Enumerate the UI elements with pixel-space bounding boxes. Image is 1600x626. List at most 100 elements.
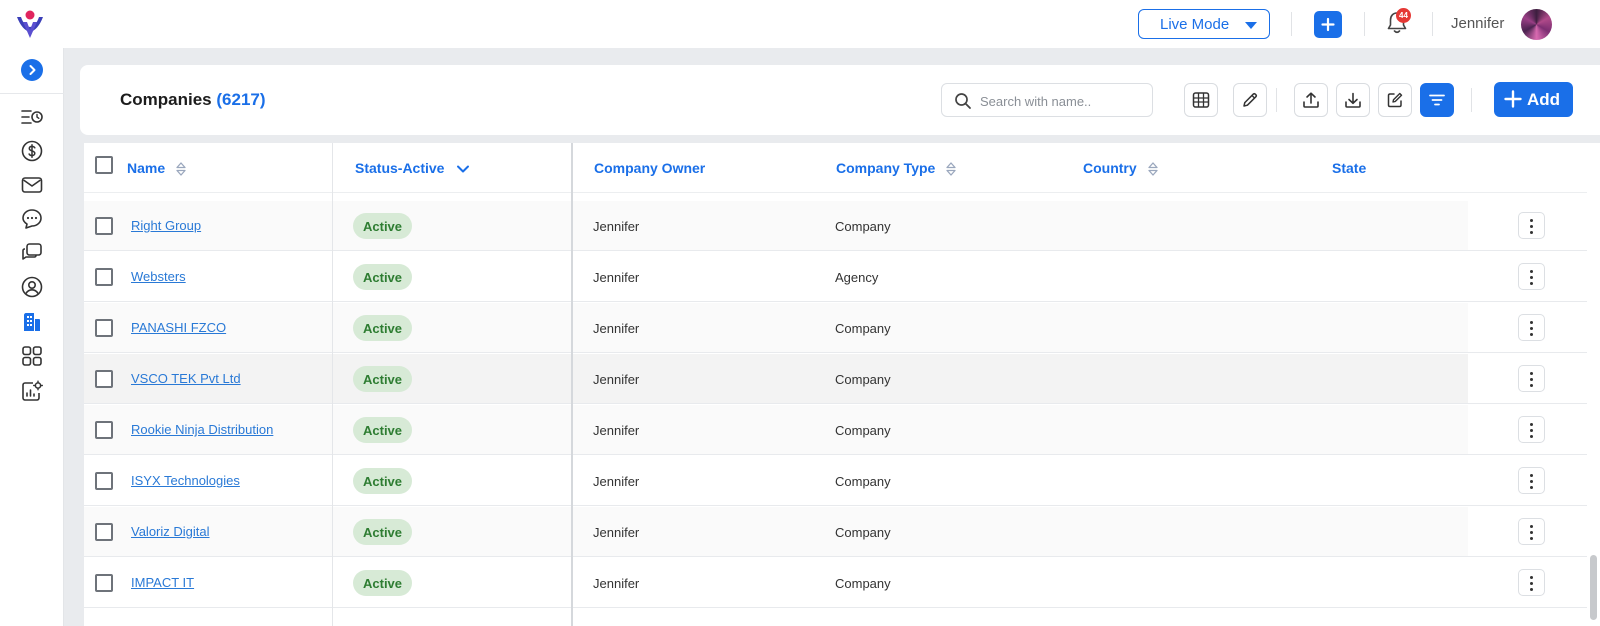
scrollbar-thumb[interactable]: [1590, 555, 1597, 620]
row-actions-button[interactable]: [1518, 263, 1545, 290]
row-actions-button[interactable]: [1518, 365, 1545, 392]
bulk-edit-button[interactable]: [1378, 83, 1412, 117]
sort-icon: [176, 162, 186, 176]
table-row[interactable]: Rookie Ninja Distribution Active Jennifer C…: [84, 405, 1587, 455]
table-row[interactable]: Websters Active Jennifer Agency: [84, 252, 1587, 302]
quick-create-button[interactable]: [1314, 11, 1342, 38]
row-checkbox[interactable]: [95, 217, 113, 235]
add-button-label: Add: [1527, 89, 1561, 109]
company-name-link[interactable]: PANASHI FZCO: [131, 320, 227, 335]
column-header-country[interactable]: Country: [1083, 160, 1159, 177]
page-title-text: Companies: [120, 90, 212, 109]
row-checkbox[interactable]: [95, 370, 113, 388]
add-company-button[interactable]: Add: [1494, 82, 1573, 117]
divider: [1291, 12, 1292, 36]
divider: [1364, 12, 1365, 36]
pencil-icon: [1243, 93, 1257, 107]
row-checkbox[interactable]: [95, 319, 113, 337]
filter-button[interactable]: [1420, 83, 1454, 117]
column-label: Status-Active: [355, 160, 445, 176]
row-actions-button[interactable]: [1518, 569, 1545, 596]
filter-icon: [1429, 94, 1445, 106]
column-header-type[interactable]: Company Type: [836, 160, 957, 177]
page-header: Companies (6217): [80, 65, 1600, 135]
status-badge: Active: [353, 417, 413, 443]
chat-bubbles-icon[interactable]: [20, 241, 44, 265]
company-name-link[interactable]: Rookie Ninja Distribution: [131, 422, 274, 437]
companies-table: Right Group Active Jennifer Company Websters…: [84, 143, 1587, 626]
row-actions-button[interactable]: [1518, 212, 1545, 239]
status-badge: Active: [353, 366, 413, 392]
company-type: Company: [835, 372, 891, 387]
column-header-status[interactable]: Status-Active: [355, 160, 470, 177]
column-label: Country: [1083, 160, 1137, 176]
table-row[interactable]: ISYX Technologies Active Jennifer Company: [84, 456, 1587, 506]
column-header-name[interactable]: Name: [127, 160, 187, 177]
mail-icon[interactable]: [20, 173, 44, 197]
column-label: Name: [127, 160, 166, 176]
app-logo-icon[interactable]: [14, 8, 46, 40]
row-actions-button[interactable]: [1518, 416, 1545, 443]
row-checkbox[interactable]: [95, 472, 113, 490]
row-actions-button[interactable]: [1518, 518, 1545, 545]
columns-button[interactable]: [1184, 83, 1218, 117]
divider: [1471, 88, 1472, 112]
chevron-right-icon: [29, 65, 36, 75]
mode-label: Live Mode: [1160, 15, 1230, 33]
select-all-checkbox[interactable]: [95, 156, 113, 174]
edit-button[interactable]: [1233, 83, 1267, 117]
status-badge: Active: [353, 468, 413, 494]
company-type: Company: [835, 219, 891, 234]
plus-icon: [1504, 90, 1522, 108]
table-row[interactable]: PANASHI FZCO Active Jennifer Company: [84, 303, 1587, 353]
company-type: Company: [835, 321, 891, 336]
row-checkbox[interactable]: [95, 268, 113, 286]
table-row[interactable]: Valoriz Digital Active Jennifer Company: [84, 507, 1587, 557]
company-name-link[interactable]: IMPACT IT: [131, 575, 195, 590]
company-owner: Jennifer: [593, 372, 640, 387]
table-header: Name Status-Active Company Owner Company…: [84, 143, 1587, 193]
avatar[interactable]: [1521, 9, 1552, 40]
table-row[interactable]: IMPACT IT Active Jennifer Company: [84, 558, 1587, 608]
mode-dropdown[interactable]: Live Mode: [1138, 9, 1270, 39]
column-label: Company Type: [836, 160, 936, 176]
row-checkbox[interactable]: [95, 574, 113, 592]
company-owner: Jennifer: [593, 525, 640, 540]
search-box[interactable]: [941, 83, 1153, 117]
dollar-icon[interactable]: [20, 139, 44, 163]
search-icon: [955, 93, 971, 109]
row-actions-button[interactable]: [1518, 314, 1545, 341]
chat-icon[interactable]: [20, 207, 44, 231]
company-name-link[interactable]: Websters: [131, 269, 186, 284]
divider: [1276, 88, 1277, 112]
sidebar: [0, 48, 64, 626]
building-icon[interactable]: [20, 310, 44, 334]
scrollbar-track[interactable]: [1587, 143, 1600, 626]
company-name-link[interactable]: ISYX Technologies: [131, 473, 240, 488]
status-badge: Active: [353, 519, 413, 545]
sidebar-expand-button[interactable]: [21, 59, 43, 81]
grid-icon[interactable]: [20, 344, 44, 368]
user-name[interactable]: Jennifer: [1451, 15, 1505, 32]
upload-button[interactable]: [1294, 83, 1328, 117]
download-button[interactable]: [1336, 83, 1370, 117]
plus-icon: [1321, 17, 1335, 32]
row-checkbox[interactable]: [95, 421, 113, 439]
company-name-link[interactable]: Right Group: [131, 218, 202, 233]
row-actions-button[interactable]: [1518, 467, 1545, 494]
list-clock-icon[interactable]: [20, 105, 44, 129]
column-header-owner[interactable]: Company Owner: [594, 160, 705, 176]
table-row[interactable]: Right Group Active Jennifer Company: [84, 201, 1587, 251]
top-bar: Live Mode 44 Jennifer: [0, 0, 1600, 48]
row-checkbox[interactable]: [95, 523, 113, 541]
table-row[interactable]: VSCO TEK Pvt Ltd Active Jennifer Company: [84, 354, 1587, 404]
company-type: Company: [835, 423, 891, 438]
company-name-link[interactable]: Valoriz Digital: [131, 524, 210, 539]
column-header-state[interactable]: State: [1332, 160, 1366, 176]
user-circle-icon[interactable]: [20, 275, 44, 299]
report-settings-icon[interactable]: [20, 379, 44, 403]
divider: [0, 93, 64, 94]
search-input[interactable]: [980, 90, 1144, 112]
notification-badge: 44: [1396, 8, 1411, 23]
company-name-link[interactable]: VSCO TEK Pvt Ltd: [131, 371, 241, 386]
